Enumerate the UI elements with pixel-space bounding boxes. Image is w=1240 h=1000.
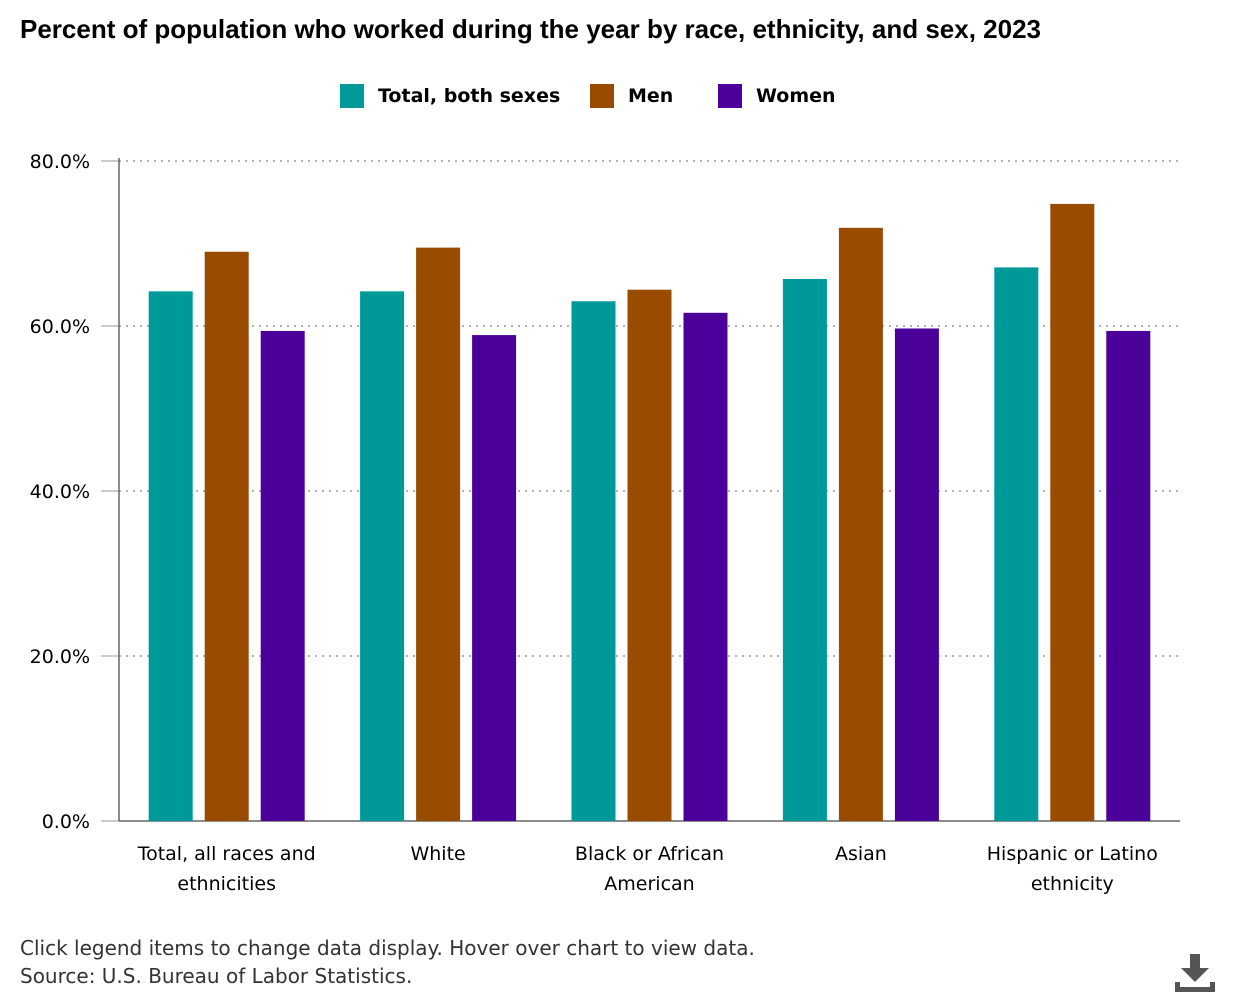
chart-title: Percent of population who worked during … — [20, 14, 1041, 44]
legend-label-women: Women — [756, 85, 836, 107]
bar[interactable]: Total, both sexes: 63.0% — [571, 301, 616, 821]
bar[interactable]: Women: 61.6% — [683, 312, 728, 821]
legend-swatch-men — [590, 84, 614, 108]
bar[interactable]: Women: 59.7% — [894, 328, 939, 821]
bar[interactable]: Men: 69.0% — [204, 251, 249, 821]
y-tick-label: 60.0% — [30, 316, 90, 338]
chart-footer: Click legend items to change data displa… — [20, 934, 755, 990]
bar[interactable]: Men: 64.4% — [627, 289, 672, 821]
x-tick-label: White — [410, 843, 465, 865]
legend-swatch-total — [340, 84, 364, 108]
x-tick-label: Asian — [835, 843, 887, 865]
legend-item-total[interactable]: Total, both sexes — [340, 84, 560, 108]
x-tick-label: Hispanic or Latino ethnicity — [987, 843, 1158, 895]
y-tick-label: 20.0% — [30, 646, 90, 668]
bar-chart[interactable]: 0.0% 20.0% 40.0% 60.0% 80.0% Total, both sexe… — [0, 140, 1240, 900]
x-tick-label: Black or African American — [575, 843, 724, 895]
bar[interactable]: Total, both sexes: 67.1% — [994, 267, 1039, 821]
footer-source: Source: U.S. Bureau of Labor Statistics. — [20, 964, 413, 988]
bar[interactable]: Men: 69.5% — [416, 247, 461, 821]
x-tick-label: Total, all races and ethnicities — [137, 843, 316, 895]
y-tick-label: 0.0% — [42, 811, 90, 833]
y-tick-label: 40.0% — [30, 481, 90, 503]
legend-label-total: Total, both sexes — [378, 85, 561, 107]
bar[interactable]: Men: 74.8% — [1050, 203, 1095, 821]
bar[interactable]: Total, both sexes: 64.2% — [148, 291, 193, 822]
legend-label-men: Men — [628, 85, 674, 107]
bar[interactable]: Women: 59.4% — [1106, 330, 1151, 821]
legend-item-men[interactable]: Men — [590, 84, 673, 108]
download-icon[interactable] — [1172, 950, 1218, 996]
bar[interactable]: Total, both sexes: 65.7% — [782, 278, 827, 822]
bar[interactable]: Women: 59.4% — [260, 330, 305, 821]
legend-swatch-women — [718, 84, 742, 108]
bar[interactable]: Women: 58.9% — [472, 335, 517, 821]
y-tick-label: 80.0% — [30, 151, 90, 173]
bar[interactable]: Total, both sexes: 64.2% — [360, 291, 405, 822]
footer-instruction: Click legend items to change data displa… — [20, 936, 755, 960]
bar[interactable]: Men: 71.9% — [838, 227, 883, 821]
legend-item-women[interactable]: Women — [718, 84, 836, 108]
